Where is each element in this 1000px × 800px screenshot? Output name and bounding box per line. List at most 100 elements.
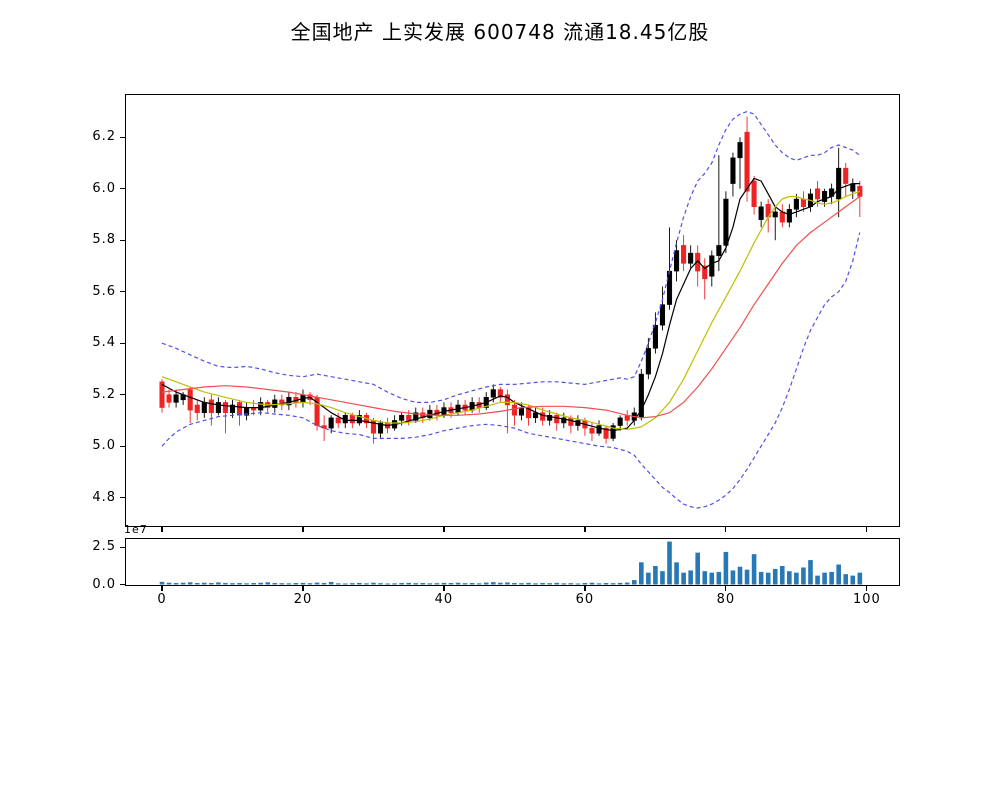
volume-bar	[850, 575, 856, 585]
volume-tick-label: 2.5	[92, 539, 116, 555]
candle-down	[497, 389, 503, 398]
candle-up	[716, 245, 722, 256]
x-tick	[302, 586, 304, 591]
candle-down	[420, 412, 426, 419]
volume-bar	[335, 583, 341, 585]
candle-down	[335, 417, 341, 424]
volume-bar	[624, 582, 630, 585]
boll-lower-line	[161, 232, 861, 509]
volume-tick	[119, 546, 125, 549]
volume-bar	[258, 582, 263, 585]
candle-up	[547, 415, 553, 421]
volume-bar	[646, 572, 651, 585]
price-tick-label: 6.0	[92, 180, 116, 196]
candle-up	[688, 252, 694, 264]
volume-bar	[639, 562, 644, 585]
candle-up	[490, 389, 496, 398]
volume-bar	[230, 583, 235, 585]
volume-offset-label: 1e7	[124, 523, 148, 536]
chart-title: 全国地产 上实发展 600748 流通18.45亿股	[290, 20, 710, 44]
volume-bar	[688, 570, 693, 585]
volume-bar	[695, 552, 701, 585]
ma-mid-line	[161, 190, 861, 430]
price-tick	[119, 291, 125, 293]
candle-up	[758, 206, 764, 220]
candle-down	[681, 245, 687, 264]
volume-bar	[857, 572, 863, 585]
candle-down	[695, 252, 701, 272]
candle-down	[589, 427, 595, 434]
candle-down	[702, 265, 708, 280]
volume-bar	[244, 583, 249, 585]
volume-bar	[751, 554, 757, 585]
candle-up	[356, 415, 362, 424]
volume-bar	[561, 583, 567, 585]
volume-bar	[385, 583, 390, 585]
volume-bar	[166, 582, 172, 585]
candle-down	[744, 131, 750, 192]
volume-tick-label: 0.0	[92, 576, 116, 592]
volume-bar	[702, 571, 708, 585]
volume-bar	[758, 571, 764, 585]
candle-down	[208, 399, 214, 413]
volume-bar	[180, 582, 186, 585]
candle-up	[737, 142, 743, 159]
volume-bar	[216, 582, 221, 585]
price-tick-label: 5.6	[92, 283, 116, 299]
volume-bar	[660, 571, 665, 585]
volume-bar	[286, 583, 292, 585]
volume-bar	[483, 582, 489, 585]
price-tick	[119, 188, 125, 190]
volume-bar	[617, 582, 623, 585]
volume-chart-svg	[159, 541, 863, 585]
volume-bar	[582, 583, 588, 585]
volume-bar	[843, 574, 849, 585]
volume-bar	[554, 582, 560, 585]
volume-bar	[201, 582, 207, 585]
price-tick	[119, 445, 125, 447]
candle-down	[800, 198, 806, 208]
candle-up	[836, 167, 842, 200]
candle-down	[166, 394, 172, 403]
candle-down	[843, 167, 849, 184]
x-tick	[443, 527, 445, 532]
volume-bar	[815, 575, 820, 585]
volume-bar	[441, 582, 447, 585]
candle-down	[236, 402, 243, 416]
candle-up	[638, 373, 644, 419]
candle-up	[793, 198, 799, 210]
volume-bar	[829, 571, 834, 585]
candle-down	[779, 211, 785, 223]
candle-up	[533, 412, 539, 419]
candle-down	[857, 185, 863, 197]
x-tick	[584, 586, 586, 591]
price-tick	[119, 497, 125, 499]
candle-up	[610, 425, 616, 439]
volume-bar	[469, 583, 475, 585]
x-tick	[866, 527, 868, 532]
candle-up	[659, 304, 666, 326]
candle-up	[173, 394, 179, 403]
x-tick-label: 100	[852, 592, 881, 607]
x-tick	[725, 586, 727, 591]
volume-bar	[293, 583, 299, 585]
volume-bar	[434, 583, 440, 585]
volume-tick	[119, 583, 125, 586]
volume-bar	[772, 568, 778, 585]
x-tick-label: 20	[293, 592, 313, 607]
candle-up	[674, 250, 680, 272]
candle-up	[215, 402, 221, 413]
candle-down	[540, 412, 546, 421]
price-tick-label: 6.2	[92, 129, 116, 145]
volume-bar	[371, 582, 376, 585]
volume-bar	[723, 551, 729, 585]
volume-bar	[505, 582, 510, 585]
x-tick	[725, 527, 727, 532]
volume-bar	[498, 582, 503, 585]
volume-bar	[378, 583, 383, 585]
volume-bar	[321, 583, 327, 585]
candle-down	[603, 427, 609, 439]
x-tick-label: 40	[434, 592, 454, 607]
candle-up	[652, 324, 658, 349]
